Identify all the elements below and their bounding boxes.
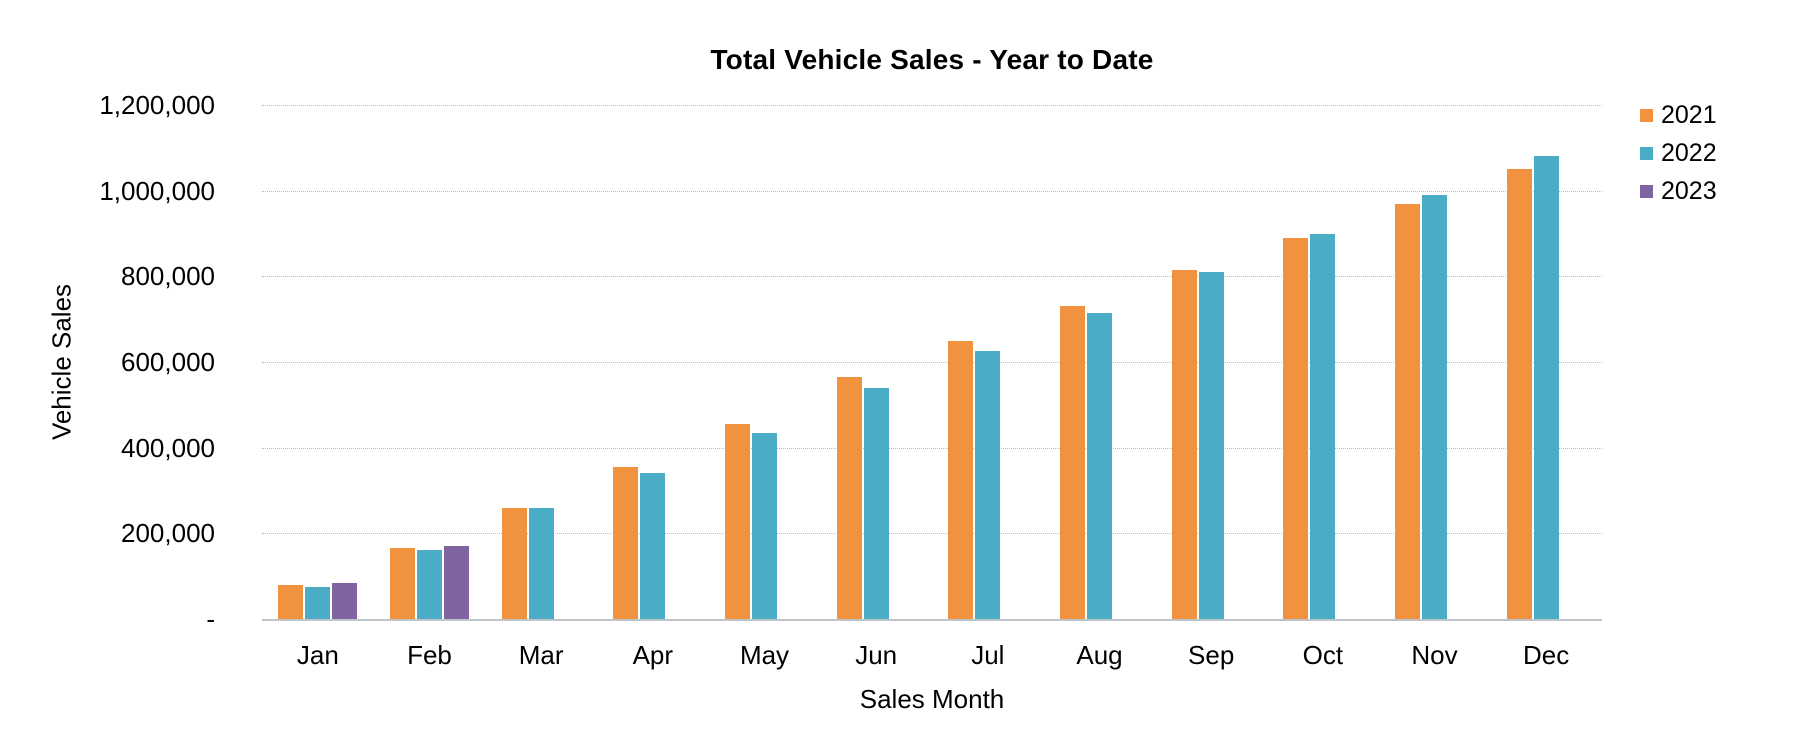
bar-2022-jan [305,586,331,619]
legend-label-2021: 2021 [1661,101,1717,129]
gridline-1200000 [262,105,1602,106]
x-tick-label-jul: Jul [971,640,1005,670]
bar-2021-feb [390,548,415,619]
bar-2021-nov [1395,203,1420,619]
bar-2022-sep [1198,272,1224,619]
legend-label-2023: 2023 [1661,177,1717,205]
y-tick-label-600,000: 600,000 [121,347,215,377]
x-tick-label-oct: Oct [1302,640,1344,670]
bar-2023-jan [332,582,358,619]
y-axis-tick-labels: - 200,000 400,000 600,000 800,000 1,000,000 1,… [40,90,215,634]
bar-2021-jul [948,340,974,619]
bar-2022-nov [1422,194,1447,619]
bar-2022-dec [1533,156,1559,619]
bar-2022-mar [528,507,554,619]
bar-2022-may [752,432,777,619]
bar-2021-apr [613,466,639,619]
x-tick-label-mar: Mar [518,640,564,670]
gridline-800000 [262,276,1602,278]
bar-2022-jun [863,387,889,619]
bar-2021-jun [836,376,862,619]
x-tick-label-apr: Apr [632,640,674,670]
legend-item-2023: 2023 [1640,176,1717,206]
y-tick-label-800,000: 800,000 [121,261,215,292]
x-tick-label-jun: Jun [855,640,898,670]
legend-swatch-2022 [1640,146,1653,160]
x-axis-title: Sales Month [859,684,1005,714]
gridline-1000000 [262,190,1602,192]
bar-2021-mar [501,507,527,619]
legend-item-2021: 2021 [1640,100,1717,130]
legend-item-2022: 2022 [1640,138,1717,168]
gridline-200000 [262,533,1602,535]
legend-label-2022: 2022 [1661,139,1717,167]
legend: 2021 2022 2023 [1640,100,1717,214]
y-tick-label--: - [206,604,215,634]
plot-area [262,105,1602,621]
bar-2022-jul [975,351,1001,619]
x-tick-label-may: May [739,640,790,670]
x-tick-label-jan: Jan [296,640,339,670]
bar-2021-aug [1060,306,1085,619]
bar-2022-oct [1310,233,1336,619]
x-tick-label-aug: Aug [1076,640,1123,670]
legend-swatch-2021 [1640,108,1653,122]
bar-2023-feb [444,546,469,619]
y-tick-label-1,000,000: 1,000,000 [99,175,215,206]
bar-2022-aug [1087,312,1112,619]
x-axis-tick-labels: Jan Feb Mar Apr May Jun Jul Aug Sep Oct Nov Dec [262,640,1602,674]
bar-2021-may [725,424,750,619]
x-tick-label-feb: Feb [407,640,452,670]
bar-2022-feb [417,550,442,619]
bar-2021-jan [278,584,304,619]
y-tick-label-400,000: 400,000 [121,432,215,463]
legend-swatch-2023 [1640,184,1653,198]
y-tick-label-200,000: 200,000 [121,518,215,549]
gridline-600000 [262,362,1602,363]
y-tick-label-1,200,000: 1,200,000 [99,90,215,120]
bar-2021-dec [1506,169,1532,619]
gridline-400000 [262,447,1602,449]
x-tick-label-dec: Dec [1523,640,1570,670]
x-tick-label-nov: Nov [1411,640,1458,670]
bar-2021-sep [1171,269,1197,619]
chart-title: Total Vehicle Sales - Year to Date [710,44,1154,75]
bar-2022-apr [640,473,666,619]
bar-2021-oct [1283,237,1309,619]
x-tick-label-sep: Sep [1188,640,1235,670]
